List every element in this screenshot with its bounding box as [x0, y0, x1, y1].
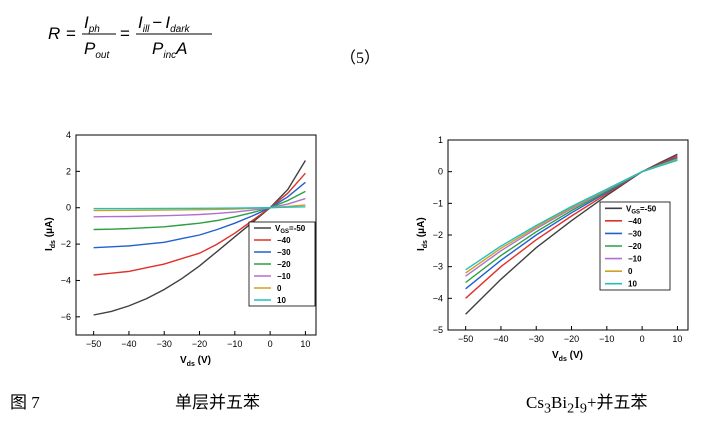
legend-label-0: 0	[277, 284, 282, 293]
y-tick-label: −6	[61, 312, 71, 322]
eq-num1: Iph	[84, 13, 100, 35]
eq-num2: Iill − Idark	[138, 13, 191, 35]
y-tick-label: 4	[66, 130, 71, 140]
legend-label--40: −40	[277, 236, 291, 245]
x-tick-label: −30	[157, 339, 172, 349]
legend-label--50: VGS=-50	[275, 224, 306, 235]
y-tick-label: −5	[433, 325, 443, 335]
legend-label-10: 10	[628, 280, 637, 289]
caption-right: Cs3Bi2I9+并五苯	[526, 393, 648, 417]
y-tick-label: −4	[433, 293, 443, 303]
y-tick-label: −2	[433, 230, 443, 240]
legend-label--50: VGS=-50	[626, 204, 657, 215]
series-line-10	[465, 159, 678, 271]
eq-lhs: R	[48, 24, 60, 43]
caption-left: 单层并五苯	[175, 393, 260, 412]
y-tick-label: −3	[433, 262, 443, 272]
x-tick-label: −20	[564, 334, 579, 344]
x-axis-label: Vds (V)	[180, 355, 211, 368]
y-tick-label: −1	[433, 198, 443, 208]
y-tick-label: 1	[438, 135, 443, 145]
y-tick-label: −2	[61, 239, 71, 249]
series-line-10	[93, 206, 306, 210]
legend-label--10: −10	[277, 272, 291, 281]
y-tick-label: 0	[66, 203, 71, 213]
y-axis-label: Ids (μA)	[44, 217, 57, 251]
y-tick-label: 0	[438, 167, 443, 177]
figure-label: 图 7	[10, 393, 40, 412]
legend-label-10: 10	[277, 296, 286, 305]
equation-number: （5）	[340, 50, 381, 67]
x-tick-label: −10	[227, 339, 242, 349]
x-tick-label: −40	[493, 334, 508, 344]
legend-label--20: −20	[628, 242, 642, 251]
plot-frame	[75, 134, 317, 336]
legend-label--20: −20	[277, 260, 291, 269]
responsivity-equation: R = Iph Pout = Iill − Idark PincA	[48, 13, 212, 61]
x-tick-label: 0	[268, 339, 273, 349]
x-tick-label: 10	[672, 334, 682, 344]
x-tick-label: −20	[192, 339, 207, 349]
x-axis-label: Vds (V)	[552, 350, 583, 363]
x-tick-label: −50	[86, 339, 101, 349]
x-tick-label: 0	[640, 334, 645, 344]
eq-den1: Pout	[84, 39, 110, 61]
eq-equals-2: =	[120, 24, 130, 43]
y-tick-label: −4	[61, 275, 71, 285]
eq-equals-1: =	[66, 24, 76, 43]
x-tick-label: −40	[121, 339, 136, 349]
legend-label--10: −10	[628, 255, 642, 264]
series-line--50	[465, 153, 678, 315]
x-tick-label: −50	[458, 334, 473, 344]
legend-label--40: −40	[628, 217, 642, 226]
legend-label-0: 0	[628, 267, 633, 276]
x-tick-label: 10	[300, 339, 310, 349]
legend-label--30: −30	[277, 248, 291, 257]
x-tick-label: −30	[529, 334, 544, 344]
y-tick-label: 2	[66, 166, 71, 176]
legend-label--30: −30	[628, 229, 642, 238]
y-axis-label: Ids (μA)	[416, 217, 429, 251]
x-tick-label: −10	[599, 334, 614, 344]
eq-den2: PincA	[152, 39, 187, 61]
